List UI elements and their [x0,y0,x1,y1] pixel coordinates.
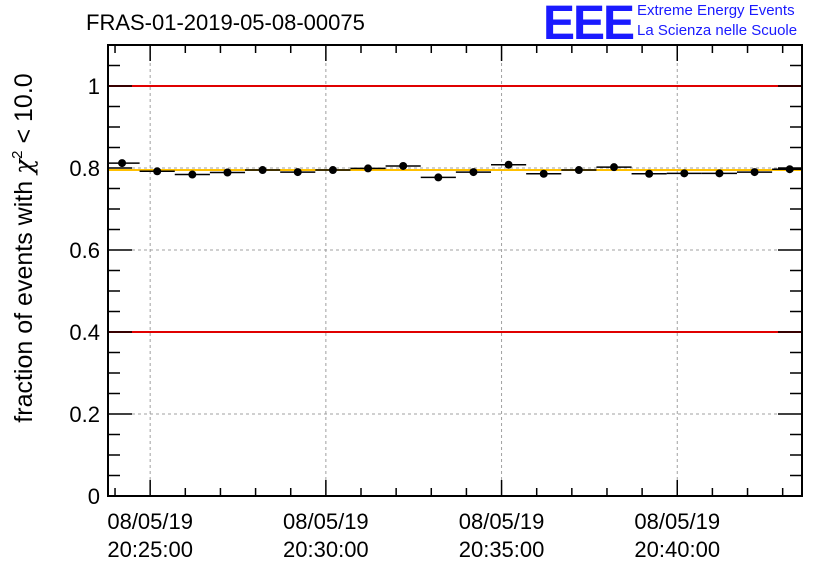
data-point [750,168,759,177]
logo-text-line2: La Scienza nelle Scuole [637,22,798,39]
data-point [434,173,443,182]
data-point [364,164,373,173]
x-tick-label-date: 08/05/19 [283,509,369,534]
data-point [258,166,267,175]
x-tick-label-time: 20:25:00 [107,537,193,562]
y-axis-label-chi: χ [9,157,38,176]
data-point [118,159,127,168]
data-point [645,169,654,178]
x-tick-label-date: 08/05/19 [634,509,720,534]
data-point [504,160,513,169]
data-point [469,168,478,177]
data-point [539,169,548,178]
data-point [574,166,583,175]
y-axis-label-prefix: fraction of events with [10,174,38,423]
data-point [785,165,794,174]
plot-title: FRAS-01-2019-05-08-00075 [86,10,365,35]
logo-text-line1: Extreme Energy Events [637,2,795,19]
x-tick-label-time: 20:35:00 [459,537,545,562]
data-point [293,168,302,177]
data-points [108,159,802,182]
x-tick-label-time: 20:30:00 [283,537,369,562]
x-tick-label-time: 20:40:00 [634,537,720,562]
y-tick-label: 0 [88,484,100,509]
plot-frame [107,44,803,497]
data-point [610,163,619,172]
y-tick-label: 0.8 [69,156,100,181]
y-tick-label: 1 [88,74,100,99]
data-point [188,170,197,179]
grid-lines [108,45,802,496]
x-tick-label-date: 08/05/19 [107,509,193,534]
y-tick-label: 0.4 [69,320,100,345]
data-point [680,169,689,178]
data-point [153,167,162,176]
y-tick-label: 0.2 [69,402,100,427]
logo-mark: EEE [543,0,635,50]
reference-lines [108,85,802,333]
x-tick-label-date: 08/05/19 [459,509,545,534]
axes: 0 0.2 0.4 0.6 0.8 1 08/05/19 20:25:00 08/05/19 20… [69,44,802,562]
y-tick-label: 0.6 [69,238,100,263]
y-axis-label-superscript: 2 [9,150,26,158]
y-axis-label: fraction of events with χ2 < 10.0 [9,73,38,422]
data-point [223,168,232,177]
y-axis-label-suffix: < 10.0 [10,73,38,150]
data-point [328,166,337,175]
data-point [399,161,408,170]
data-point [715,169,724,178]
